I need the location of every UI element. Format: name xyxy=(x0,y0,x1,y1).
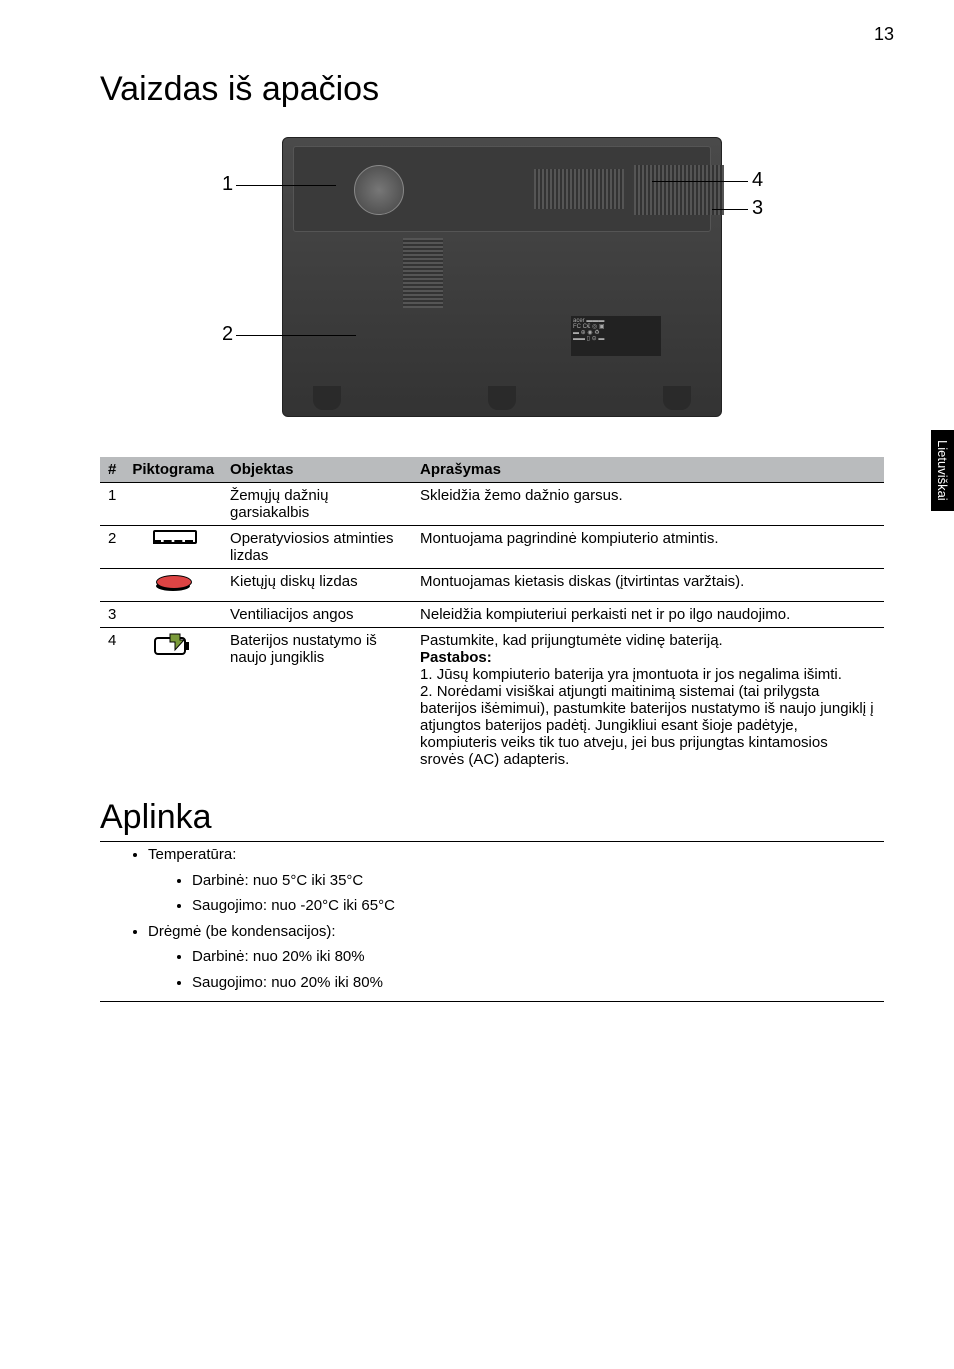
divider xyxy=(100,1001,884,1002)
list-item: Saugojimo: nuo 20% iki 80% xyxy=(192,970,884,996)
rubber-foot xyxy=(663,386,691,410)
cell-num: 4 xyxy=(100,628,124,773)
vent-grill xyxy=(634,165,724,215)
environment-list: Temperatūra: Darbinė: nuo 5°C iki 35°C S… xyxy=(100,842,884,995)
vent-slots xyxy=(403,238,443,308)
list-item: Temperatūra: Darbinė: nuo 5°C iki 35°C S… xyxy=(148,842,884,919)
list-item: Drėgmė (be kondensacijos): Darbinė: nuo … xyxy=(148,919,884,996)
col-desc: Aprašymas xyxy=(412,457,884,483)
page-number: 13 xyxy=(874,24,894,45)
cell-desc: Montuojamas kietasis diskas (įtvirtintas… xyxy=(412,569,884,602)
temp-label: Temperatūra: xyxy=(148,846,236,863)
callout-3: 3 xyxy=(752,197,763,220)
cell-object: Operatyviosios atminties lizdas xyxy=(222,526,412,569)
hdd-icon xyxy=(156,573,190,593)
section-title-bottom-view: Vaizdas iš apačios xyxy=(100,70,884,109)
cell-object: Baterijos nustatymo iš naujo jungiklis xyxy=(222,628,412,773)
cell-icon xyxy=(124,628,222,773)
desc-main: Pastumkite, kad prijungtumėte vidinę bat… xyxy=(420,632,723,649)
list-item: Darbinė: nuo 5°C iki 35°C xyxy=(192,868,884,894)
cell-num: 3 xyxy=(100,602,124,628)
cell-object: Kietųjų diskų lizdas xyxy=(222,569,412,602)
spec-table: # Piktograma Objektas Aprašymas 1 Žemųjų… xyxy=(100,457,884,772)
table-row: 4 Baterijos nustatymo iš naujo jungiklis… xyxy=(100,628,884,773)
top-panel xyxy=(293,146,711,232)
list-item: Saugojimo: nuo -20°C iki 65°C xyxy=(192,893,884,919)
table-row: 3 Ventiliacijos angos Neleidžia kompiute… xyxy=(100,602,884,628)
callout-line xyxy=(652,181,748,182)
table-row: Kietųjų diskų lizdas Montuojamas kietasi… xyxy=(100,569,884,602)
cell-object: Ventiliacijos angos xyxy=(222,602,412,628)
note-label: Pastabos: xyxy=(420,649,492,666)
compliance-sticker: acer ▬▬▬FC C€ ◎ ▣▬ ⊕ ◉ ♻▬▬ ▯ ⊝ ▬ xyxy=(571,316,661,356)
cell-num: 2 xyxy=(100,526,124,569)
memory-icon xyxy=(153,530,193,544)
callout-line xyxy=(712,209,748,210)
callout-2: 2 xyxy=(222,323,233,346)
section-title-environment: Aplinka xyxy=(100,798,884,837)
table-row: 2 Operatyviosios atminties lizdas Montuo… xyxy=(100,526,884,569)
cell-icon xyxy=(124,602,222,628)
table-header-row: # Piktograma Objektas Aprašymas xyxy=(100,457,884,483)
humidity-label: Drėgmė (be kondensacijos): xyxy=(148,923,336,940)
battery-reset-icon xyxy=(154,632,192,656)
col-icon: Piktograma xyxy=(124,457,222,483)
cell-num: 1 xyxy=(100,483,124,526)
cell-num xyxy=(100,569,124,602)
table-row: 1 Žemųjų dažnių garsiakalbis Skleidžia ž… xyxy=(100,483,884,526)
col-num: # xyxy=(100,457,124,483)
rubber-foot xyxy=(313,386,341,410)
rubber-foot xyxy=(488,386,516,410)
callout-line xyxy=(236,185,336,186)
bottom-view-diagram: acer ▬▬▬FC C€ ◎ ▣▬ ⊕ ◉ ♻▬▬ ▯ ⊝ ▬ 1 2 4 3 xyxy=(212,127,772,427)
cell-icon xyxy=(124,569,222,602)
laptop-bottom-illustration: acer ▬▬▬FC C€ ◎ ▣▬ ⊕ ◉ ♻▬▬ ▯ ⊝ ▬ xyxy=(282,137,722,417)
cell-icon xyxy=(124,483,222,526)
cell-object: Žemųjų dažnių garsiakalbis xyxy=(222,483,412,526)
callout-line xyxy=(236,335,356,336)
note-text: 1. Jūsų kompiuterio baterija yra įmontuo… xyxy=(420,666,874,768)
col-object: Objektas xyxy=(222,457,412,483)
cell-icon xyxy=(124,526,222,569)
fan-circle xyxy=(354,165,404,215)
cell-desc: Montuojama pagrindinė kompiuterio atmint… xyxy=(412,526,884,569)
cell-desc: Pastumkite, kad prijungtumėte vidinę bat… xyxy=(412,628,884,773)
language-tab: Lietuviškai xyxy=(931,430,954,511)
list-item: Darbinė: nuo 20% iki 80% xyxy=(192,944,884,970)
callout-1: 1 xyxy=(222,173,233,196)
vent-grill xyxy=(534,169,624,209)
cell-desc: Neleidžia kompiuteriui perkaisti net ir … xyxy=(412,602,884,628)
callout-4: 4 xyxy=(752,169,763,192)
page-content: Vaizdas iš apačios acer ▬▬▬FC C€ ◎ ▣▬ ⊕ … xyxy=(0,0,954,1042)
cell-desc: Skleidžia žemo dažnio garsus. xyxy=(412,483,884,526)
